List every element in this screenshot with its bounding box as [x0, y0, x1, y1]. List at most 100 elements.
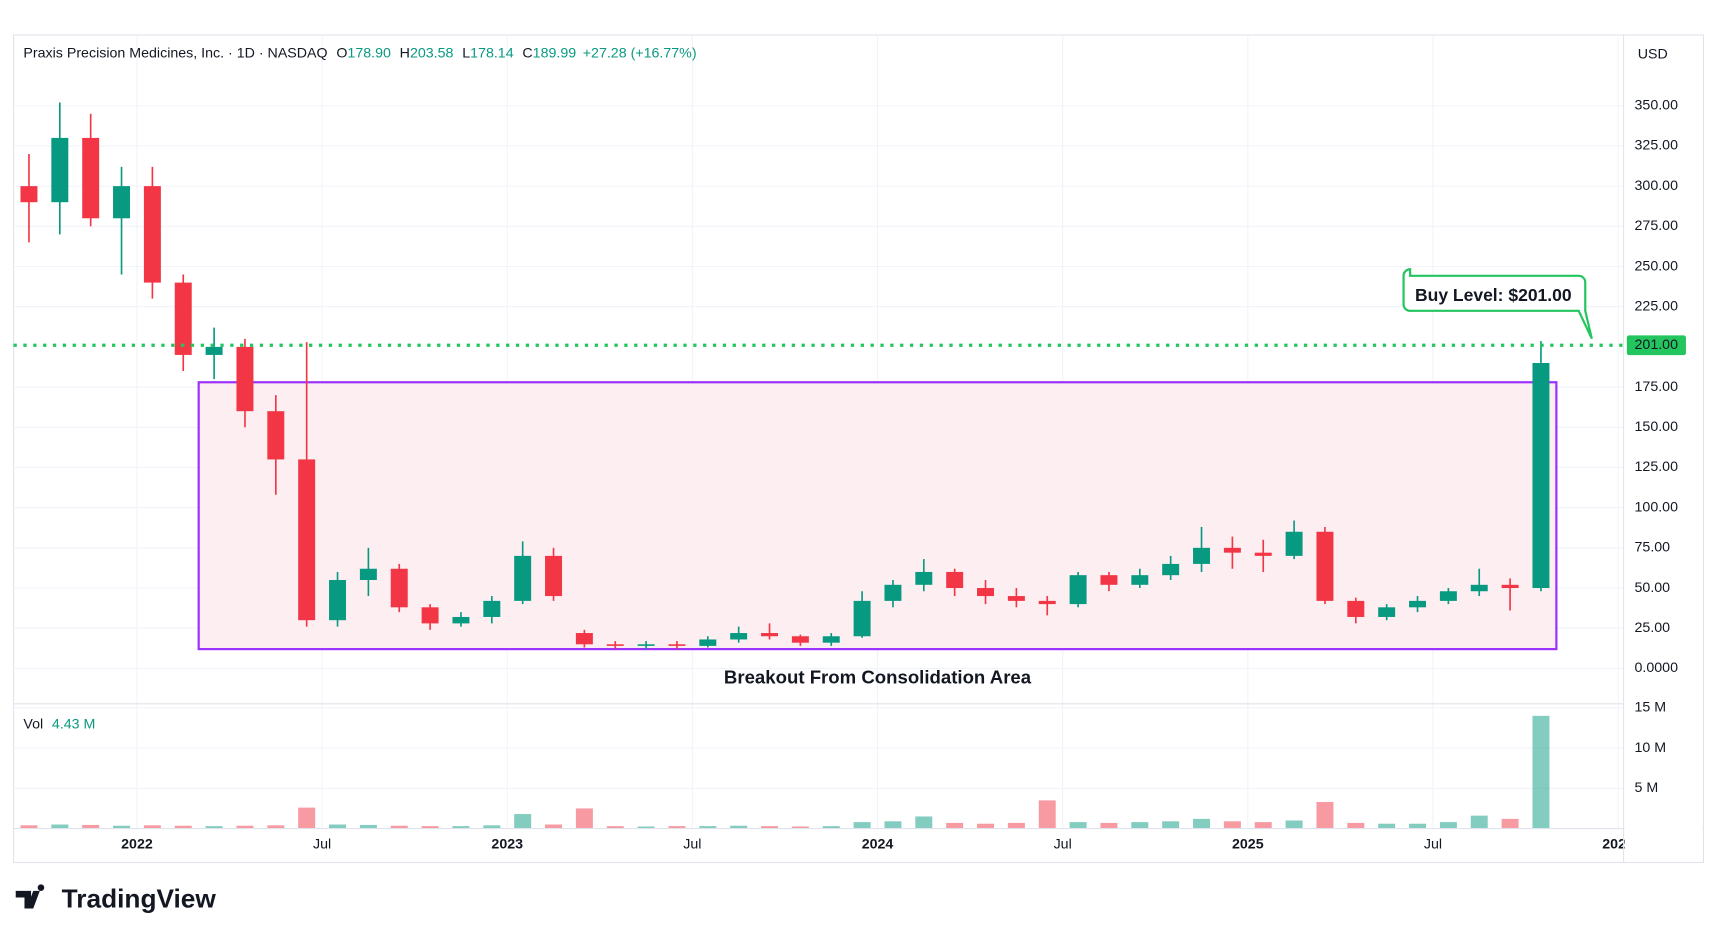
volume-bar: [452, 826, 470, 829]
volume-bar: [267, 825, 285, 829]
volume-bar: [514, 814, 532, 829]
candle-body: [1470, 584, 1488, 592]
volume-bar: [946, 822, 964, 829]
candle-body: [1131, 575, 1149, 585]
volume-bar: [1409, 823, 1427, 829]
callout-text: Buy Level: $201.00: [1415, 285, 1572, 305]
volume-bar: [205, 826, 223, 829]
candle-body: [82, 137, 100, 219]
y-tick-label: 275.00: [1635, 218, 1679, 234]
range-box-label: Breakout From Consolidation Area: [724, 667, 1032, 688]
candle-body: [668, 644, 686, 646]
y-tick-label: 100.00: [1635, 499, 1679, 515]
candle-body: [822, 636, 840, 643]
volume-bar: [1254, 822, 1272, 829]
y-tick-label: 25.00: [1635, 620, 1671, 636]
y-tick-label: 150.00: [1635, 419, 1679, 435]
volume-bar: [1131, 822, 1149, 829]
candle-body: [113, 186, 131, 219]
candle-body: [174, 282, 192, 355]
candle-body: [1162, 563, 1180, 576]
volume-bar: [1470, 815, 1488, 829]
volume-bar: [51, 824, 69, 829]
range-box-layer: [197, 381, 1558, 651]
volume-bar: [1378, 823, 1396, 829]
candle-body: [637, 644, 655, 646]
brand: TradingView: [62, 884, 217, 914]
candle-body: [1501, 584, 1519, 589]
price-line-tag: [1626, 335, 1686, 356]
volume-bar: [483, 825, 501, 829]
callout-box: [1402, 268, 1593, 340]
volume-tick-label: 5 M: [1635, 780, 1659, 796]
logo: TradingView: [15, 884, 217, 914]
volume-tick-label: 10 M: [1635, 740, 1667, 756]
candle-body: [236, 346, 254, 412]
candle-body: [1100, 575, 1118, 585]
volume-layer: [20, 715, 1550, 829]
volume-label: Vol 4.43 M: [23, 716, 95, 732]
x-tick-label: Jul: [1424, 837, 1442, 853]
logo-mark: [15, 884, 45, 909]
volume-bar: [575, 808, 593, 829]
y-tick-label: 250.00: [1635, 258, 1679, 274]
candle-body: [1378, 607, 1396, 617]
y-tick-label: 0.0000: [1635, 660, 1679, 676]
candle-body: [205, 346, 223, 355]
volume-bar: [545, 824, 563, 829]
volume-bar: [1501, 818, 1519, 829]
x-tick-label: Jul: [1054, 837, 1072, 853]
volume-bar: [730, 825, 748, 829]
volume-bar: [1162, 821, 1180, 829]
x-tick-label: 2024: [862, 837, 894, 853]
volume-bar: [421, 826, 439, 829]
change: +27.28 (+16.77%): [583, 45, 697, 61]
candle-body: [730, 633, 748, 640]
volume-bar: [637, 826, 655, 829]
candle-body: [791, 636, 809, 643]
volume-bar: [359, 824, 377, 829]
candle-body: [699, 639, 717, 646]
volume-bar: [668, 826, 686, 829]
candle-body: [946, 571, 964, 589]
legend-header: Praxis Precision Medicines, Inc. · 1D · …: [23, 45, 696, 61]
candle-body: [452, 616, 470, 624]
candle-body: [915, 571, 933, 585]
volume-bar: [699, 826, 717, 829]
candle-body: [267, 411, 285, 460]
x-tick-label: 2022: [121, 837, 153, 853]
range-box: [197, 381, 1558, 651]
x-tick-label: Jul: [683, 837, 701, 853]
y-tick-label: 175.00: [1635, 379, 1679, 395]
volume-bar: [82, 824, 100, 829]
ohlc-key: L: [462, 45, 470, 61]
candle-body: [1347, 600, 1365, 617]
volume-bar: [1223, 821, 1241, 829]
volume-bar: [1007, 822, 1025, 829]
candle-body: [1532, 362, 1550, 589]
candle-body: [853, 600, 871, 637]
candle-body: [483, 600, 501, 617]
candle-body: [1069, 575, 1087, 605]
volume-bar: [143, 825, 161, 829]
y-tick-label: 300.00: [1635, 178, 1679, 194]
candle-body: [1007, 596, 1025, 601]
candle-body: [1223, 547, 1241, 553]
candle-body: [51, 137, 69, 203]
candle-body: [1285, 531, 1303, 556]
currency: USD: [1638, 46, 1668, 62]
price-axis-bg: [1624, 36, 1703, 862]
candle-body: [421, 607, 439, 624]
volume-bar: [174, 825, 192, 829]
volume-bar: [1532, 715, 1550, 829]
volume-bar: [1439, 822, 1457, 829]
candle-body: [20, 186, 38, 203]
candle-body: [514, 555, 532, 601]
y-tick-label: 225.00: [1635, 298, 1679, 314]
volume-bar: [329, 824, 347, 829]
volume-bar: [390, 825, 408, 829]
candle-body: [329, 579, 347, 621]
price-axis: 0.0000 25.00 50.00 75.00 100.00 125.00 150.00 1…: [1626, 98, 1686, 796]
ohlc-value: 203.58: [410, 45, 454, 61]
